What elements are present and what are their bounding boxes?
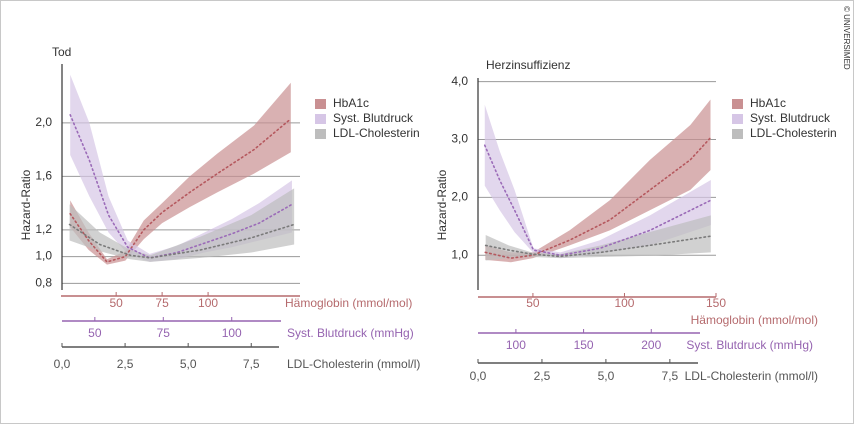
y-axis-label: Hazard-Ratio xyxy=(19,169,33,240)
chart-title: Tod xyxy=(52,45,71,59)
x-tick-label: 50 xyxy=(109,296,123,310)
trend-line xyxy=(484,235,712,258)
x-tick-label: 50 xyxy=(526,296,540,310)
legend-label: LDL-Cholesterin xyxy=(333,126,420,140)
chart-title: Herzinsuffizienz xyxy=(486,58,570,72)
legend-swatch xyxy=(732,99,743,109)
y-tick-label: 4,0 xyxy=(451,74,468,88)
x-axis-label: LDL-Cholesterin (mmol/l) xyxy=(287,357,420,371)
x-tick-label: 150 xyxy=(706,296,726,310)
legend-label: Syst. Blutdruck xyxy=(333,111,414,125)
x-tick-label: 200 xyxy=(641,338,661,352)
x-tick-label: 100 xyxy=(198,296,218,310)
legend-label: HbA1c xyxy=(750,96,786,110)
confidence-band xyxy=(485,215,711,261)
confidence-band xyxy=(484,104,711,259)
x-tick-label: 7,5 xyxy=(662,369,679,383)
x-tick-label: 5,0 xyxy=(598,369,615,383)
trend-line xyxy=(69,114,293,259)
legend-label: LDL-Cholesterin xyxy=(750,126,837,140)
trend-line xyxy=(69,118,292,263)
y-tick-label: 2,0 xyxy=(35,115,52,129)
x-axis-label: LDL-Cholesterin (mmol/l) xyxy=(685,369,818,383)
x-tick-label: 0,0 xyxy=(470,369,487,383)
x-tick-label: 50 xyxy=(88,326,102,340)
legend-swatch xyxy=(315,114,326,124)
x-tick-label: 2,5 xyxy=(534,369,551,383)
legend-swatch xyxy=(732,129,743,139)
y-tick-label: 1,0 xyxy=(35,249,52,263)
y-tick-label: 1,0 xyxy=(451,247,468,261)
x-axis-label: Syst. Blutdruck (mmHg) xyxy=(287,326,414,340)
x-tick-label: 150 xyxy=(574,338,594,352)
x-tick-label: 7,5 xyxy=(243,357,260,371)
y-tick-label: 1,2 xyxy=(35,222,52,236)
y-tick-label: 1,6 xyxy=(35,169,52,183)
legend-swatch xyxy=(315,99,326,109)
confidence-band xyxy=(485,99,711,263)
confidence-band xyxy=(69,188,295,262)
x-tick-label: 75 xyxy=(155,296,169,310)
y-tick-label: 0,8 xyxy=(35,275,52,289)
x-tick-label: 2,5 xyxy=(117,357,134,371)
x-axis-label: Syst. Blutdruck (mmHg) xyxy=(686,338,813,352)
x-tick-label: 100 xyxy=(222,326,242,340)
copyright: © UNIVERSIMED xyxy=(842,6,851,70)
x-tick-label: 100 xyxy=(614,296,634,310)
legend-swatch xyxy=(732,114,743,124)
x-tick-label: 0,0 xyxy=(54,357,71,371)
x-axis-label: Hämoglobin (mmol/mol) xyxy=(285,296,412,310)
x-tick-label: 5,0 xyxy=(180,357,197,371)
legend-label: Syst. Blutdruck xyxy=(750,111,831,125)
x-tick-label: 100 xyxy=(506,338,526,352)
legend-label: HbA1c xyxy=(333,96,369,110)
legend-swatch xyxy=(315,129,326,139)
x-axis-label: Hämoglobin (mmol/mol) xyxy=(691,313,818,327)
y-axis-label: Hazard-Ratio xyxy=(435,169,449,240)
trend-line xyxy=(68,223,295,259)
y-tick-label: 2,0 xyxy=(451,190,468,204)
x-tick-label: 75 xyxy=(157,326,171,340)
trend-line xyxy=(484,136,712,259)
y-tick-label: 3,0 xyxy=(451,132,468,146)
